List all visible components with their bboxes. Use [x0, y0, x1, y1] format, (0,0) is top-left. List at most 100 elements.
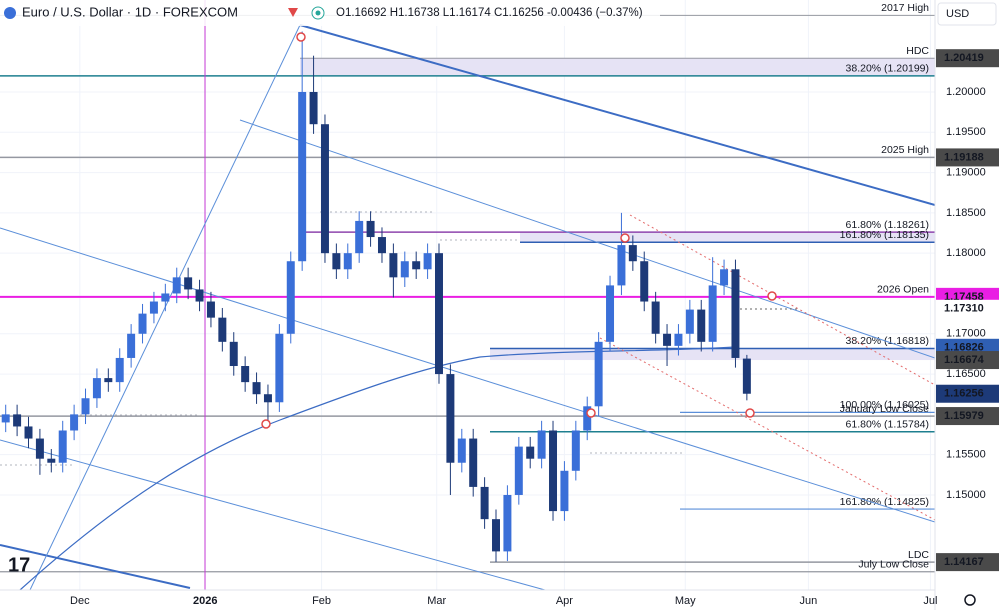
candle-body	[70, 414, 79, 431]
y-tick-label: 1.16500	[946, 368, 986, 380]
candle-body	[184, 277, 193, 290]
x-tick-label: Jul	[923, 595, 937, 607]
price-tag	[936, 407, 999, 426]
trendline	[299, 24, 935, 206]
candle-body	[172, 277, 181, 294]
currency-button[interactable]	[937, 2, 997, 26]
candle-body	[412, 261, 421, 270]
y-tick-label: 1.17000	[946, 328, 986, 340]
candle-body	[252, 382, 261, 395]
trendline	[0, 439, 546, 590]
candle-body	[720, 269, 729, 286]
zone	[490, 348, 935, 361]
price-tag-label: 1.14167	[944, 556, 984, 568]
candle-body	[492, 519, 500, 552]
y-tick-label: 1.18500	[946, 207, 986, 219]
x-tick-label: 2026	[193, 595, 217, 607]
candle-body	[81, 398, 90, 415]
status-dot	[315, 10, 321, 16]
candle-body	[640, 261, 649, 302]
header-bg	[0, 0, 660, 26]
price-tag	[936, 351, 999, 370]
pivots	[261, 32, 777, 429]
candle-body	[674, 333, 683, 346]
price-tag	[936, 49, 999, 68]
level-label: January Low Close	[840, 403, 929, 415]
candle-body	[320, 124, 329, 254]
candle-body	[366, 220, 375, 238]
candle-body	[526, 446, 535, 459]
candle-body	[241, 366, 250, 383]
price-tag-label: 1.17310	[944, 303, 984, 315]
candle-body	[423, 253, 432, 270]
candle-body	[343, 253, 352, 270]
candle-body	[1, 414, 10, 423]
candle-body	[663, 333, 672, 346]
candle-body	[309, 91, 318, 125]
candle-body	[685, 309, 694, 334]
ohlc: O1.16692 H1.16738 L1.16174 C1.16256 -0.0…	[336, 7, 643, 19]
candle-body	[229, 341, 238, 367]
level-label: 61.80% (1.15784)	[846, 419, 929, 431]
candle-body	[457, 438, 466, 463]
candle-body	[58, 430, 67, 463]
candle-body	[469, 438, 478, 487]
symbol-icon	[4, 7, 16, 19]
candle-body	[537, 430, 546, 459]
x-tick-label: Mar	[427, 595, 446, 607]
level-label: 2025 High	[881, 144, 929, 156]
level-label: LDC	[908, 549, 929, 561]
dotted-levels	[0, 211, 800, 466]
candle-body	[697, 309, 706, 342]
candle-body	[594, 341, 603, 407]
candle-body	[651, 301, 660, 334]
axes: 1.20000 1.19500 1.19000 1.18500 1.18000 1.170…	[70, 49, 999, 607]
candle-body	[263, 394, 272, 403]
candle-body	[286, 261, 295, 334]
price-tag-label: 1.19188	[944, 151, 984, 163]
price-tag-label: 1.16674	[944, 354, 985, 366]
x-tick-label: Jun	[800, 595, 818, 607]
alert-icon[interactable]	[288, 8, 298, 17]
candle-body	[47, 458, 56, 463]
candle-body	[606, 285, 615, 342]
zones	[300, 58, 935, 361]
trendline	[0, 227, 935, 523]
settings-icon[interactable]	[964, 594, 976, 606]
y-tick-label: 1.18000	[946, 247, 986, 259]
currency[interactable]: USD	[946, 8, 969, 20]
price-tag-label: 1.17458	[944, 291, 984, 303]
candle-body	[195, 289, 204, 302]
candle-body	[332, 253, 341, 270]
candle-body	[149, 301, 158, 314]
symbol-title: Euro / U.S. Dollar · 1D · FOREXCOM	[22, 4, 238, 19]
candle-body	[617, 245, 626, 286]
candle-body	[514, 446, 523, 495]
y-tick-label: 1.15000	[946, 489, 986, 501]
level-label: 2026 Open	[877, 284, 929, 296]
candle-body	[571, 430, 580, 471]
trendline	[629, 214, 935, 386]
candle-body	[503, 494, 512, 552]
moving-average	[19, 346, 736, 590]
candle-body	[583, 406, 592, 431]
trendline	[239, 119, 935, 359]
candle-body	[92, 378, 101, 399]
trendline	[0, 544, 191, 589]
candle-body	[161, 293, 170, 302]
price-tag	[936, 299, 999, 318]
candle-body	[24, 426, 33, 439]
candle-body	[435, 253, 443, 375]
candle-body	[127, 333, 136, 358]
candle-body	[35, 438, 44, 459]
candle-body	[708, 285, 717, 342]
zone	[300, 58, 935, 76]
candle-body	[218, 317, 227, 342]
price-tag-label: 1.16256	[944, 388, 984, 400]
price-tag	[936, 553, 999, 572]
x-tick-label: Apr	[556, 595, 573, 607]
candle-body	[115, 357, 124, 383]
candle-body	[549, 430, 558, 512]
y-tick-label: 1.19000	[946, 166, 986, 178]
candle-body	[731, 269, 740, 358]
